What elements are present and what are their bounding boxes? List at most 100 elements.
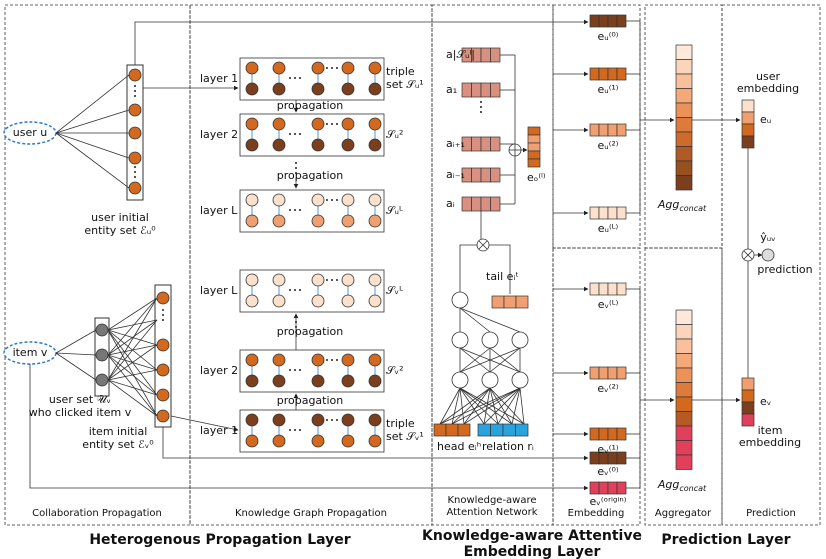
connector	[451, 387, 521, 425]
connector	[511, 387, 521, 425]
vector-cell	[675, 175, 693, 191]
vector-cell	[490, 423, 504, 437]
vector-cell	[741, 401, 755, 415]
set-label: 𝒮ᵤ²	[386, 128, 403, 141]
vector-cell	[598, 67, 609, 81]
connector	[107, 319, 158, 381]
node	[156, 409, 170, 423]
node	[128, 68, 142, 82]
vector-cell	[675, 324, 693, 340]
embedding-label: eᵥ⁽ᴸ⁾	[598, 298, 619, 311]
label: concat	[679, 204, 707, 213]
connector	[463, 387, 521, 425]
panel	[721, 4, 821, 526]
ellipsis	[289, 209, 291, 211]
layer-label: layer 1	[200, 424, 238, 437]
node	[311, 82, 325, 96]
vector-cell	[741, 123, 755, 137]
vector-cell	[616, 282, 627, 296]
vector-cell	[527, 150, 541, 160]
node	[368, 138, 382, 152]
label: item initial	[89, 425, 148, 438]
vector-cell	[675, 73, 693, 89]
ellipsis	[336, 359, 338, 361]
vector-cell	[607, 427, 618, 441]
panel-label: Embedding	[568, 508, 625, 519]
label: item	[758, 424, 783, 437]
vector-cell	[490, 47, 501, 63]
set-label: triple	[386, 417, 415, 430]
ellipsis	[289, 369, 291, 371]
panel-label: Aggregator	[655, 508, 712, 519]
connector	[459, 307, 521, 333]
weight-label: aᵢ₊₁	[446, 137, 465, 150]
node	[481, 371, 499, 389]
node	[245, 82, 259, 96]
node	[451, 291, 469, 309]
node	[511, 371, 529, 389]
node	[368, 294, 382, 308]
node	[341, 138, 355, 152]
connector	[439, 387, 521, 425]
vector-cell	[675, 88, 693, 104]
connector	[497, 387, 521, 425]
ellipsis	[299, 429, 301, 431]
ellipsis	[299, 77, 301, 79]
node	[311, 273, 325, 287]
ellipsis	[331, 279, 333, 281]
vector-cell	[616, 14, 627, 28]
set-label: 𝒮ᵤᴸ	[386, 204, 403, 217]
connector	[519, 387, 525, 425]
node	[128, 126, 142, 140]
layer-label: layer L	[200, 284, 238, 297]
ellipsis	[331, 199, 333, 201]
vector-cell	[675, 425, 693, 441]
vector-cell	[607, 206, 618, 220]
node	[341, 193, 355, 207]
vector-cell	[527, 158, 541, 168]
ellipsis	[294, 429, 296, 431]
label: eᵥ	[760, 395, 771, 408]
vector-cell	[741, 413, 755, 427]
connector	[459, 244, 477, 293]
connector	[107, 319, 158, 331]
panel-label: Knowledge Graph Propagation	[235, 508, 387, 519]
connector	[107, 369, 158, 381]
node	[272, 193, 286, 207]
ellipsis	[134, 171, 136, 173]
vector-cell	[589, 427, 600, 441]
vector-cell	[461, 196, 472, 212]
vector-cell	[607, 282, 618, 296]
ellipsis	[162, 309, 164, 311]
vector-cell	[616, 481, 627, 495]
vector-cell	[675, 309, 693, 325]
node	[451, 331, 469, 349]
vector-cell	[515, 423, 529, 437]
ellipsis	[326, 419, 328, 421]
vector-cell	[607, 123, 618, 137]
connector	[459, 307, 491, 333]
triple-set-box	[239, 113, 385, 157]
node	[245, 294, 259, 308]
ellipsis	[295, 162, 297, 164]
ellipsis	[162, 314, 164, 316]
ellipsis	[295, 167, 297, 169]
label: user	[756, 70, 780, 83]
node	[341, 413, 355, 427]
node	[341, 82, 355, 96]
node	[272, 273, 286, 287]
vector-cell	[607, 67, 618, 81]
aggregator-label: Aggconcat	[657, 198, 707, 213]
triple-set-box	[239, 409, 385, 453]
layer-label: Heterogenous Propagation Layer	[89, 532, 350, 548]
vector-cell	[741, 377, 755, 391]
label: who clicked item v	[29, 406, 132, 419]
connector	[489, 387, 513, 425]
user-node: user u	[13, 126, 47, 139]
ellipsis	[331, 67, 333, 69]
label: relation rᵢ	[482, 440, 534, 453]
ellipsis	[480, 111, 482, 113]
node	[311, 434, 325, 448]
vector-cell	[675, 396, 693, 412]
vector-cell	[589, 282, 600, 296]
